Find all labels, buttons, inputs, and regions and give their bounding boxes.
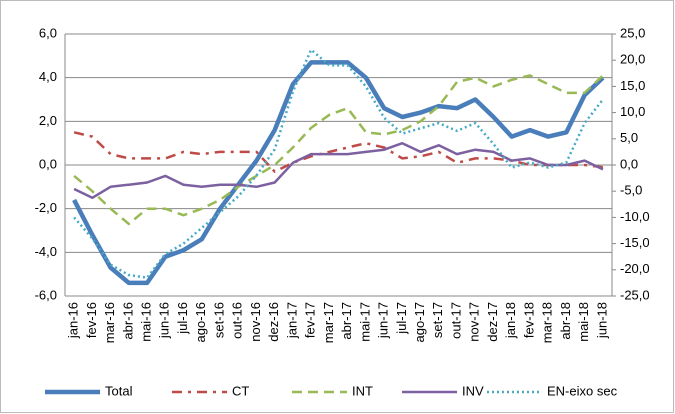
y-tick-label: 2,0 (39, 113, 57, 128)
x-tick-label: jan-18 (503, 302, 518, 339)
x-tick-label: dez-17 (485, 302, 500, 342)
x-tick-label: abr-17 (339, 302, 354, 340)
x-tick-label: dez-16 (266, 302, 281, 342)
y2-tick-label: 10,0 (620, 104, 645, 119)
legend-label: EN-eixo sec (547, 383, 618, 398)
y2-tick-label: -25,0 (620, 287, 650, 302)
series-line (73, 48, 604, 279)
x-tick-label: jul-16 (175, 302, 190, 335)
x-tick-label: jun-18 (594, 302, 609, 339)
legend-label: INV (462, 383, 484, 398)
y2-tick-label: 15,0 (620, 78, 645, 93)
x-tick-label: mai-17 (357, 302, 372, 342)
legend-label: CT (232, 383, 249, 398)
x-tick-label: jun-17 (376, 302, 391, 339)
x-tick-label: fev-18 (521, 302, 536, 338)
x-tick-label: mai-16 (138, 302, 153, 342)
x-tick-label: jun-16 (157, 302, 172, 339)
x-tick-label: fev-16 (84, 302, 99, 338)
x-tick-label: out-17 (448, 302, 463, 339)
legend-label: Total (105, 383, 133, 398)
x-tick-label: nov-17 (467, 302, 482, 342)
x-tick-label: abr-18 (558, 302, 573, 340)
y2-tick-label: -15,0 (620, 235, 650, 250)
x-tick-label: ago-16 (193, 302, 208, 342)
y-tick-label: -4,0 (35, 244, 57, 259)
x-tick-label: out-16 (230, 302, 245, 339)
x-tick-label: abr-16 (120, 302, 135, 340)
y2-tick-label: 20,0 (620, 52, 645, 67)
x-tick-label: mar-18 (540, 302, 555, 343)
y2-tick-label: 5,0 (620, 130, 638, 145)
series-line (72, 60, 605, 286)
y-tick-label: -6,0 (35, 287, 57, 302)
y2-tick-label: 25,0 (620, 25, 645, 40)
y2-tick-label: -20,0 (620, 261, 650, 276)
x-tick-label: ago-17 (412, 302, 427, 342)
x-tick-label: nov-16 (248, 302, 263, 342)
y2-tick-label: -5,0 (620, 183, 642, 198)
x-tick-label: mai-18 (576, 302, 591, 342)
x-tick-label: mar-17 (321, 302, 336, 343)
y-tick-label: -2,0 (35, 200, 57, 215)
series-line (73, 74, 604, 226)
y-tick-label: 6,0 (39, 25, 57, 40)
y-tick-label: 4,0 (39, 69, 57, 84)
x-tick-label: set-17 (430, 302, 445, 338)
series-line (73, 141, 604, 200)
x-tick-label: fev-17 (303, 302, 318, 338)
x-tick-label: jan-16 (66, 302, 81, 339)
x-tick-label: jan-17 (284, 302, 299, 339)
x-tick-label: mar-16 (102, 302, 117, 343)
y2-tick-label: -10,0 (620, 209, 650, 224)
legend-label: INT (352, 383, 373, 398)
y-tick-label: 0,0 (39, 156, 57, 171)
x-tick-label: set-16 (211, 302, 226, 338)
y2-tick-label: 0,0 (620, 156, 638, 171)
x-tick-label: jul-17 (394, 302, 409, 335)
